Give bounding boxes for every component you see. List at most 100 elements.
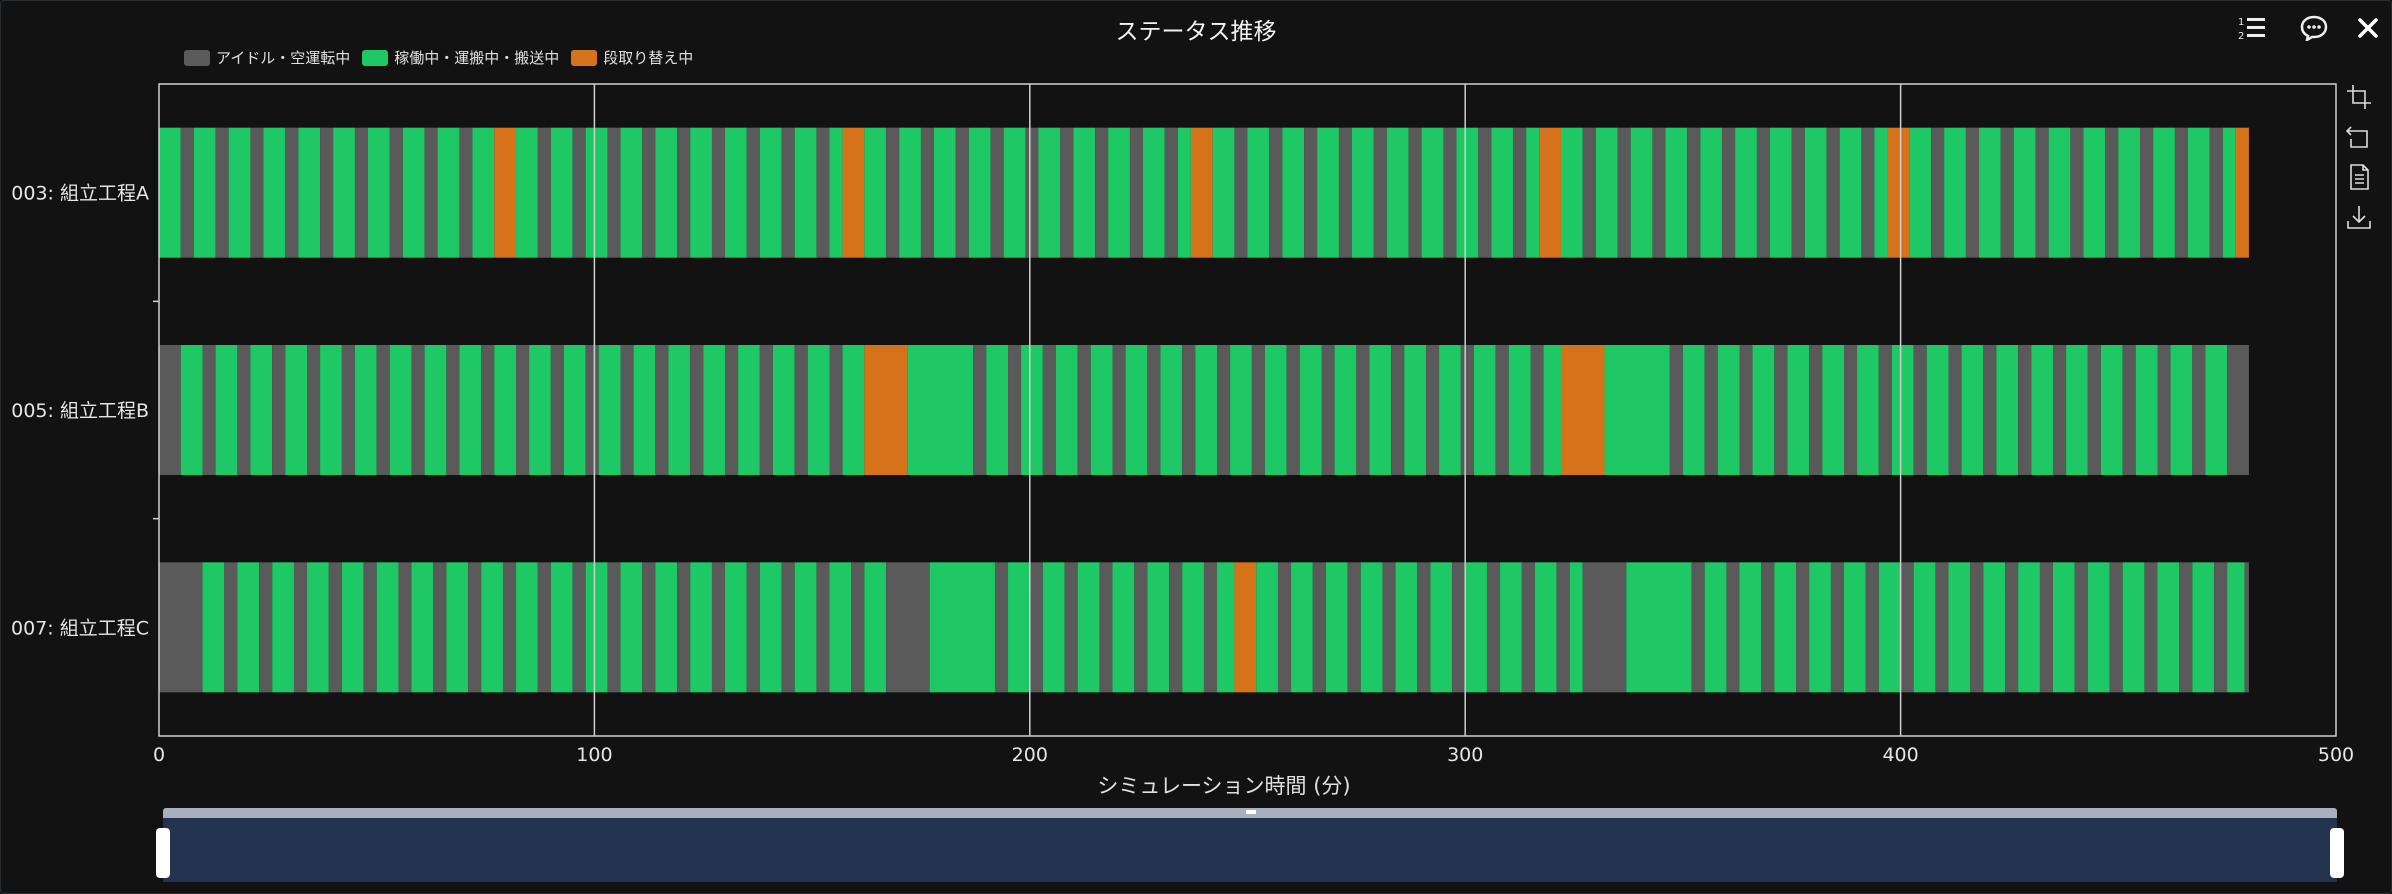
status-segment-idle[interactable] — [1495, 345, 1509, 475]
status-segment-idle[interactable] — [2244, 562, 2249, 693]
status-segment-idle[interactable] — [746, 127, 760, 258]
status-segment-idle[interactable] — [1722, 127, 1736, 258]
status-segment-run[interactable] — [389, 345, 412, 475]
status-segment-idle[interactable] — [2074, 562, 2088, 693]
status-segment-run[interactable] — [424, 345, 447, 475]
status-segment-run[interactable] — [1717, 345, 1740, 475]
status-segment-run[interactable] — [2192, 562, 2215, 693]
status-segment-run[interactable] — [2083, 127, 2106, 258]
status-segment-setup[interactable] — [1234, 562, 1257, 693]
status-segment-run[interactable] — [481, 562, 503, 693]
status-segment-run[interactable] — [968, 127, 991, 258]
status-segment-run[interactable] — [794, 562, 817, 693]
status-segment-idle[interactable] — [1382, 562, 1396, 693]
status-segment-idle[interactable] — [1861, 127, 1875, 258]
status-segment-run[interactable] — [655, 127, 678, 258]
status-segment-run[interactable] — [1369, 345, 1392, 475]
status-segment-idle[interactable] — [725, 345, 739, 475]
status-segment-idle[interactable] — [920, 127, 935, 258]
status-segment-run[interactable] — [1983, 562, 2006, 693]
status-segment-idle[interactable] — [642, 127, 656, 258]
status-segment-run[interactable] — [1569, 562, 1583, 693]
status-segment-idle[interactable] — [1486, 562, 1501, 693]
status-segment-idle[interactable] — [655, 345, 669, 475]
status-segment-idle[interactable] — [411, 345, 425, 475]
status-segment-idle[interactable] — [1112, 345, 1126, 475]
status-segment-idle[interactable] — [1756, 127, 1770, 258]
status-segment-idle[interactable] — [2035, 127, 2049, 258]
status-segment-setup[interactable] — [2235, 127, 2249, 258]
status-segment-idle[interactable] — [1203, 562, 1218, 693]
status-segment-run[interactable] — [620, 562, 643, 693]
status-segment-run[interactable] — [2013, 127, 2036, 258]
status-segment-run[interactable] — [1264, 345, 1287, 475]
status-segment-idle[interactable] — [1843, 345, 1858, 475]
status-segment-run[interactable] — [2031, 345, 2053, 475]
status-segment-run[interactable] — [411, 562, 434, 693]
status-segment-run[interactable] — [550, 127, 573, 258]
status-segment-idle[interactable] — [1983, 345, 1997, 475]
zoom-slider-handle-left[interactable] — [156, 828, 170, 878]
status-segment-run[interactable] — [1978, 127, 2001, 258]
status-segment-run[interactable] — [794, 127, 817, 258]
status-segment-idle[interactable] — [1948, 345, 1962, 475]
legend-item-setup[interactable]: 段取り替え中 — [571, 47, 693, 68]
status-segment-idle[interactable] — [1726, 562, 1740, 693]
status-segment-run[interactable] — [1360, 562, 1383, 693]
status-segment-run[interactable] — [2157, 562, 2180, 693]
status-segment-idle[interactable] — [1147, 345, 1161, 475]
status-segment-run[interactable] — [668, 345, 691, 475]
status-segment-setup[interactable] — [1190, 127, 1213, 258]
status-segment-idle[interactable] — [446, 345, 460, 475]
status-segment-idle[interactable] — [2087, 345, 2101, 475]
status-segment-idle[interactable] — [1652, 127, 1666, 258]
status-segment-run[interactable] — [1395, 562, 1418, 693]
status-segment-idle[interactable] — [1164, 127, 1178, 258]
status-segment-run[interactable] — [655, 562, 678, 693]
status-segment-idle[interactable] — [572, 562, 586, 693]
status-segment-idle[interactable] — [1556, 562, 1570, 693]
status-segment-run[interactable] — [1090, 345, 1113, 475]
status-segment-idle[interactable] — [1687, 127, 1701, 258]
status-segment-idle[interactable] — [1617, 127, 1631, 258]
status-segment-idle[interactable] — [159, 562, 203, 693]
status-segment-run[interactable] — [1857, 345, 1879, 475]
status-segment-run[interactable] — [725, 562, 747, 693]
status-segment-run[interactable] — [1630, 127, 1653, 258]
status-segment-idle[interactable] — [1304, 127, 1318, 258]
status-segment-idle[interactable] — [272, 345, 286, 475]
zoom-reset-icon[interactable] — [2342, 120, 2376, 154]
status-segment-run[interactable] — [1256, 562, 1278, 693]
status-segment-idle[interactable] — [1060, 127, 1074, 258]
status-segment-idle[interactable] — [2105, 127, 2119, 258]
status-segment-idle[interactable] — [1761, 562, 1775, 693]
status-segment-run[interactable] — [1042, 562, 1065, 693]
status-segment-run[interactable] — [215, 345, 238, 475]
status-segment-run[interactable] — [1735, 127, 1757, 258]
status-segment-idle[interactable] — [459, 127, 473, 258]
status-segment-idle[interactable] — [1931, 127, 1945, 258]
status-segment-idle[interactable] — [2140, 127, 2154, 258]
status-segment-idle[interactable] — [320, 127, 334, 258]
status-segment-idle[interactable] — [746, 562, 760, 693]
status-segment-run[interactable] — [1112, 562, 1135, 693]
status-segment-idle[interactable] — [1704, 345, 1718, 475]
status-segment-run[interactable] — [446, 562, 469, 693]
status-segment-run[interactable] — [1125, 345, 1148, 475]
status-segment-idle[interactable] — [1513, 127, 1527, 258]
status-segment-run[interactable] — [1752, 345, 1775, 475]
status-segment-idle[interactable] — [829, 345, 843, 475]
status-segment-run[interactable] — [1944, 127, 1966, 258]
status-segment-run[interactable] — [1804, 127, 1827, 258]
status-segment-idle[interactable] — [1521, 562, 1535, 693]
status-segment-run[interactable] — [2170, 345, 2193, 475]
status-segment-idle[interactable] — [2227, 345, 2249, 475]
status-segment-idle[interactable] — [2179, 562, 2193, 693]
status-segment-idle[interactable] — [585, 345, 599, 475]
status-segment-run[interactable] — [516, 562, 538, 693]
status-segment-run[interactable] — [690, 562, 712, 693]
status-segment-run[interactable] — [1891, 345, 1914, 475]
status-segment-idle[interactable] — [1796, 562, 1810, 693]
status-segment-idle[interactable] — [1234, 127, 1248, 258]
status-segment-run[interactable] — [1739, 562, 1762, 693]
